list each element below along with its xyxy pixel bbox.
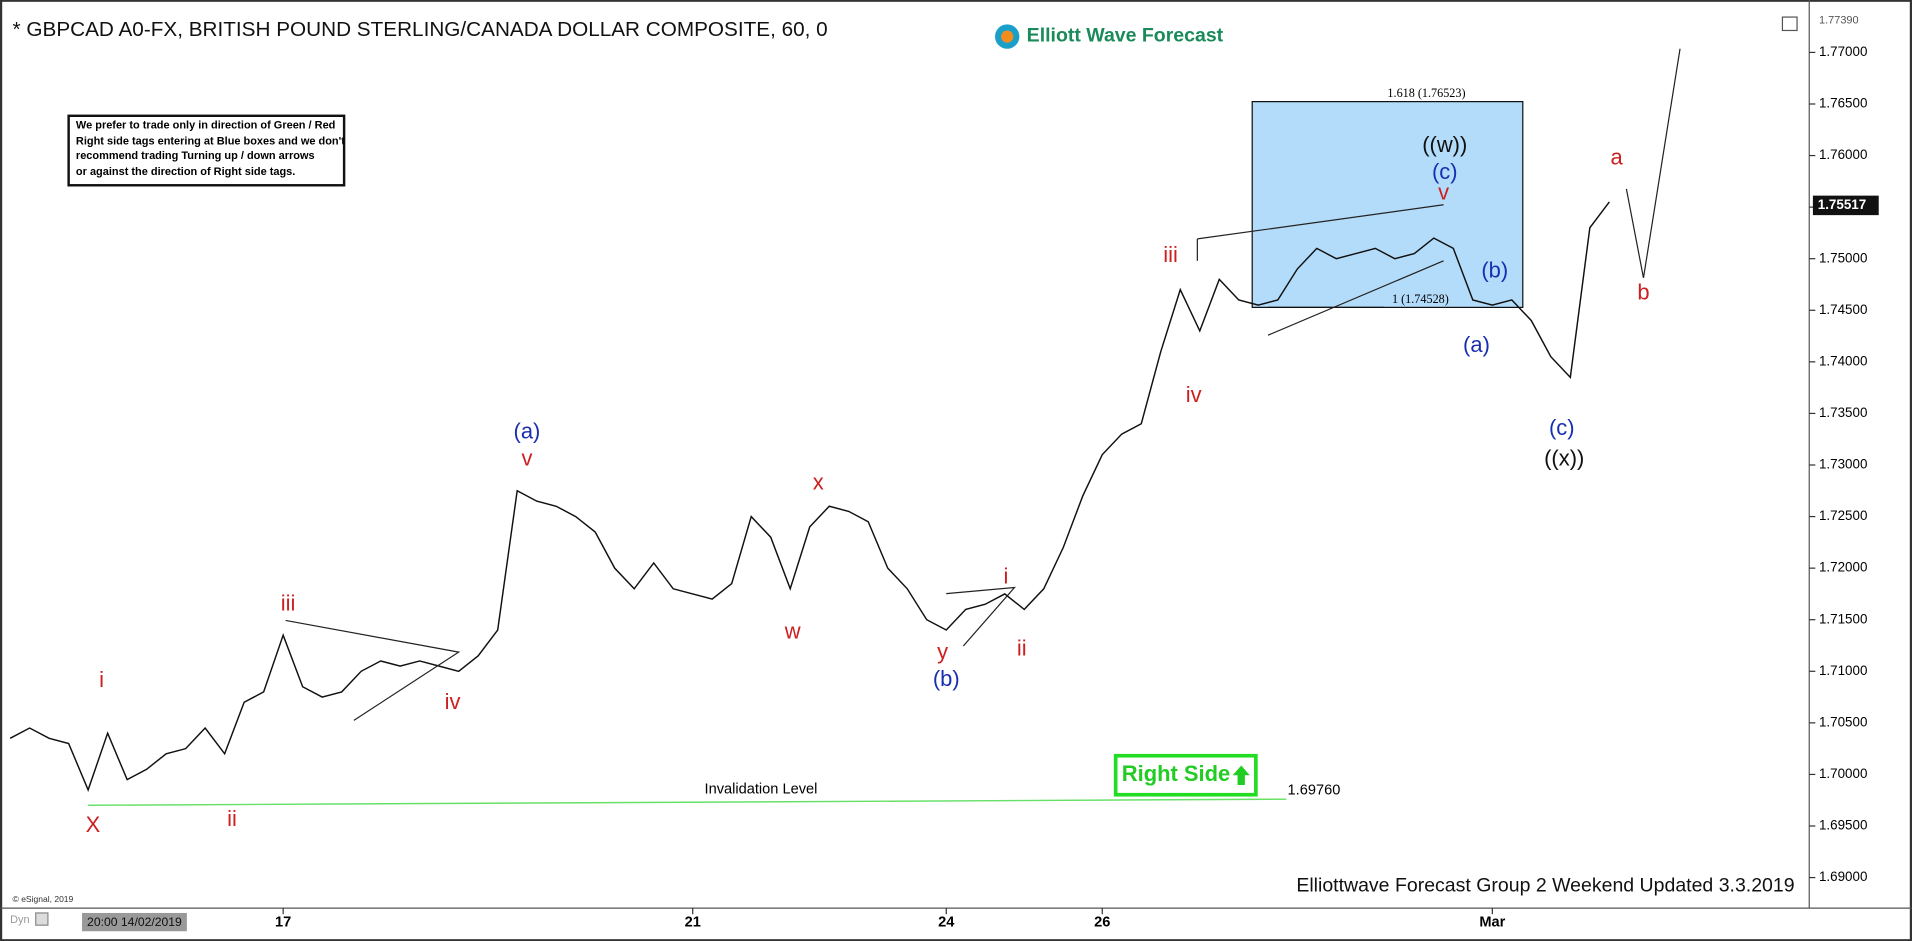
logo-icon (1001, 30, 1014, 43)
logo-text: Elliott Wave Forecast (1027, 25, 1224, 47)
wave-label: ii (1017, 635, 1027, 660)
y-tick-label: 1.71500 (1819, 611, 1867, 626)
y-tick-label: 1.72000 (1819, 560, 1867, 575)
wave-label: v (521, 445, 532, 470)
x-tick-label: 17 (275, 915, 291, 931)
x-tick-label: 26 (1094, 915, 1110, 931)
chart-title: * GBPCAD A0-FX, BRITISH POUND STERLING/C… (13, 18, 828, 41)
x-tick-label: Mar (1479, 915, 1505, 931)
invalidation-value: 1.69760 (1288, 783, 1341, 799)
marks (9, 101, 1610, 807)
y-tick-label: 1.74500 (1819, 302, 1867, 317)
wave-label: iv (445, 689, 461, 714)
y-tick-label: 1.76500 (1819, 96, 1867, 111)
invalidation-text: Invalidation Level (705, 781, 818, 797)
wave-label: i (99, 667, 104, 692)
y-tick-label: 1.71000 (1819, 663, 1867, 678)
y-tick-label: 1.73000 (1819, 457, 1867, 472)
y-tick-label: 1.73500 (1819, 405, 1867, 420)
fib-label: 1.618 (1.76523) (1387, 86, 1465, 100)
wave-label: iii (1163, 242, 1178, 267)
wave-label: (c) (1432, 159, 1458, 184)
axis-top-label: 1.77390 (1819, 15, 1859, 27)
wave-label: (b) (933, 666, 960, 691)
wave-label: i (1004, 564, 1009, 589)
wedge (1197, 204, 1444, 240)
crosshair-date-box (82, 912, 187, 932)
wave-label: (c) (1549, 415, 1575, 440)
up-arrow-icon (1232, 765, 1250, 785)
wave-label: ii (227, 806, 237, 831)
invalidation-line (88, 798, 1287, 807)
note-line: We prefer to trade only in direction of … (76, 119, 335, 131)
window-icon[interactable] (1781, 16, 1798, 32)
projection (1625, 48, 1681, 279)
wave-label: a (1611, 144, 1624, 169)
wave-label: v (1438, 180, 1449, 205)
logo-bg (990, 17, 1247, 54)
y-tick-label: 1.77000 (1819, 44, 1867, 59)
x-tick-label: 20:00 14/02/2019 (87, 915, 182, 929)
wave-label: (a) (1463, 332, 1490, 357)
footer: Elliottwave Forecast Group 2 Weekend Upd… (1296, 874, 1794, 896)
last-price-label: 1.75517 (1818, 197, 1866, 212)
wave-label: ((x)) (1544, 445, 1584, 470)
x-tick-label: 24 (938, 915, 955, 931)
corner-icon (35, 912, 49, 926)
triangle (946, 586, 1016, 647)
y-tick-label: 1.69000 (1819, 869, 1867, 884)
fib-label: 1 (1.74528) (1392, 292, 1449, 306)
corner-label: Dyn (10, 914, 30, 926)
wave-label: iv (1186, 382, 1202, 407)
wave-label: w (784, 618, 801, 643)
right-side-box (1113, 753, 1258, 797)
note-line: or against the direction of Right side t… (76, 166, 295, 178)
note-box (67, 114, 346, 187)
x-tick-label: 21 (685, 915, 701, 931)
wave-label: x (813, 470, 824, 495)
y-tick-label: 1.70000 (1819, 766, 1867, 781)
wave-label: b (1637, 280, 1649, 305)
y-tick-label: 1.76000 (1819, 147, 1867, 162)
note-line: recommend trading Turning up / down arro… (76, 150, 315, 162)
wave-label: ((w)) (1422, 132, 1467, 157)
wave-structures (285, 48, 1681, 721)
fib-box (1251, 101, 1524, 309)
y-tick-label: 1.74000 (1819, 353, 1867, 368)
copyright: © eSignal, 2019 (13, 894, 74, 904)
y-tick-label: 1.70500 (1819, 714, 1867, 729)
last-price-box (1812, 195, 1879, 216)
triangle (285, 619, 461, 721)
wave-label: X (86, 812, 101, 837)
y-tick-label: 1.75000 (1819, 250, 1867, 265)
y-tick-label: 1.69500 (1819, 818, 1867, 833)
note-line: Right side tags entering at Blue boxes a… (76, 135, 345, 147)
wave-label: iii (281, 590, 296, 615)
wave-label: y (937, 639, 948, 664)
y-tick-label: 1.72500 (1819, 508, 1867, 523)
right-side-text: Right Side (1122, 761, 1230, 786)
price-line (9, 201, 1610, 792)
wave-label: (b) (1481, 258, 1508, 283)
wave-label: (a) (514, 419, 541, 444)
wedge (1267, 260, 1444, 336)
